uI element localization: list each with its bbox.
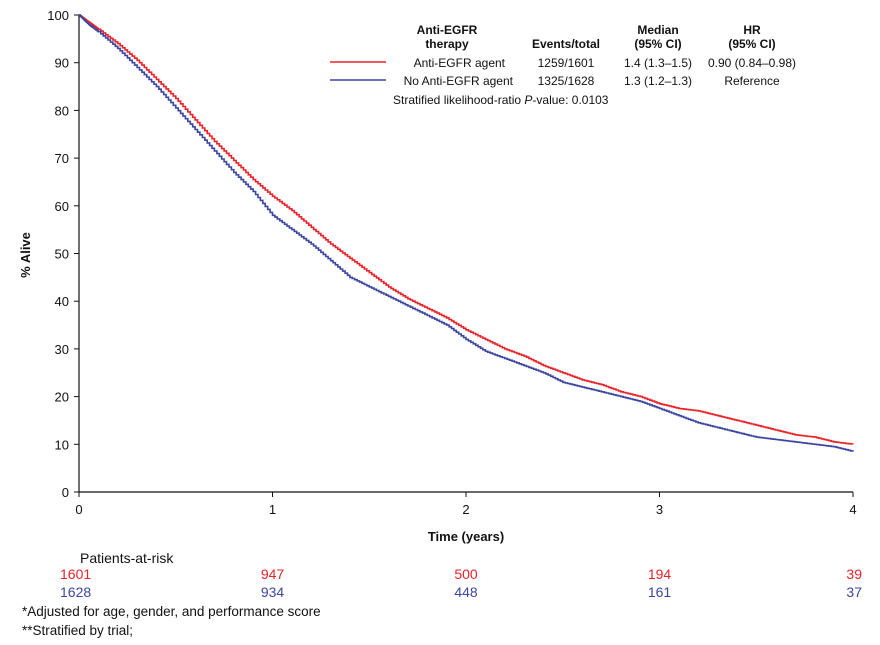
x-tick-label: 3 (656, 502, 663, 517)
y-tick-label: 60 (55, 199, 69, 214)
km-survival-chart: 0 10 20 30 40 50 60 70 80 90 100 0 1 2 3 4 Time (years… (18, 8, 857, 544)
risk-table-title: Patients-at-risk (80, 550, 174, 566)
legend-median-no-anti-egfr: 1.3 (1.2–1.3) (624, 74, 692, 88)
survival-curves (79, 14, 854, 452)
legend-table: Anti-EGFR therapy Events/total Median (9… (330, 23, 796, 107)
footnote-stratified: **Stratified by trial; (22, 623, 134, 638)
legend-header-median-line2: (95% CI) (634, 37, 681, 51)
legend-header-therapy-line1: Anti-EGFR (417, 23, 478, 37)
risk-value: 947 (260, 566, 285, 582)
legend-median-anti-egfr: 1.4 (1.3–1.5) (624, 56, 692, 70)
legend-header-hr-line2: (95% CI) (728, 37, 775, 51)
y-axis-title: % Alive (18, 232, 33, 278)
y-tick-label: 0 (62, 485, 69, 500)
legend-hr-anti-egfr: 0.90 (0.84–0.98) (708, 56, 796, 70)
footnote-adjusted: *Adjusted for age, gender, and performan… (22, 604, 321, 619)
legend-label-anti-egfr: Anti-EGFR agent (414, 56, 506, 70)
risk-value: 934 (260, 584, 285, 600)
y-tick-label: 70 (55, 151, 69, 166)
y-tick-label: 10 (55, 437, 69, 452)
risk-value: 1601 (60, 566, 92, 582)
legend-header-therapy-line2: therapy (425, 37, 469, 51)
pvalue-text: Stratified likelihood-ratio P-value: 0.0… (393, 93, 609, 107)
legend-header-hr-line1: HR (743, 23, 761, 37)
y-tick-label: 90 (55, 56, 69, 71)
x-tick-label: 4 (849, 502, 856, 517)
y-tick-label: 100 (47, 8, 69, 23)
y-axis-ticks: 0 10 20 30 40 50 60 70 80 90 100 (47, 8, 79, 500)
curve-no-anti-egfr (79, 14, 854, 452)
legend-events-anti-egfr: 1259/1601 (538, 56, 595, 70)
legend-header-median-line1: Median (637, 23, 678, 37)
risk-value: 448 (454, 584, 478, 600)
y-tick-label: 80 (55, 103, 69, 118)
legend-hr-no-anti-egfr: Reference (724, 74, 780, 88)
y-tick-label: 20 (55, 390, 69, 405)
x-axis-ticks: 0 1 2 3 4 (75, 492, 857, 517)
x-tick-label: 2 (462, 502, 469, 517)
legend-header-events: Events/total (532, 37, 600, 51)
x-axis-title: Time (years) (428, 529, 504, 544)
legend-label-no-anti-egfr: No Anti-EGFR agent (404, 74, 514, 88)
y-tick-label: 50 (55, 247, 69, 262)
legend-events-no-anti-egfr: 1325/1628 (538, 74, 595, 88)
risk-value: 37 (846, 584, 862, 600)
x-tick-label: 1 (269, 502, 276, 517)
y-tick-label: 30 (55, 342, 69, 357)
x-tick-label: 0 (75, 502, 82, 517)
risk-value: 500 (454, 566, 478, 582)
risk-value: 194 (647, 566, 672, 582)
curve-anti-egfr (79, 14, 854, 445)
y-tick-label: 40 (55, 294, 69, 309)
risk-value: 161 (647, 584, 672, 600)
risk-value: 39 (846, 566, 862, 582)
risk-value: 1628 (60, 584, 92, 600)
